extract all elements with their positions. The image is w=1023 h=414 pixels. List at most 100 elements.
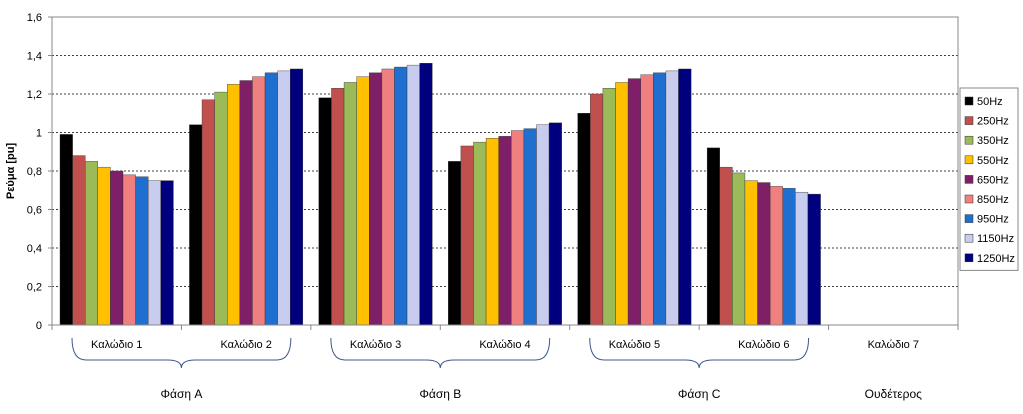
- y-axis-label: Ρεύμα [pu]: [5, 143, 17, 200]
- legend-label: 850Hz: [977, 194, 1009, 206]
- legend-label: 250Hz: [977, 116, 1009, 128]
- legend-swatch: [964, 233, 974, 243]
- bar-550Hz-3: [356, 76, 370, 326]
- bar-350Hz-6: [732, 172, 746, 326]
- bars: [59, 63, 821, 326]
- bar-350Hz-2: [214, 91, 228, 326]
- bar-1250Hz-4: [548, 122, 562, 326]
- legend-label: 550Hz: [977, 155, 1009, 167]
- legend-swatch: [964, 253, 974, 263]
- bar-650Hz-2: [239, 80, 253, 326]
- legend-label: 50Hz: [977, 96, 1003, 108]
- group-brace: [330, 337, 551, 369]
- category-label: Καλώδιο 7: [868, 339, 919, 351]
- bar-650Hz-4: [498, 136, 512, 326]
- bar-1150Hz-6: [795, 191, 809, 326]
- bar-850Hz-3: [381, 68, 395, 326]
- legend-swatch: [964, 96, 974, 106]
- bar-550Hz-1: [97, 166, 111, 326]
- bar-850Hz-6: [769, 186, 783, 326]
- bar-50Hz-5: [577, 113, 591, 326]
- y-tick-label: 0,6: [27, 205, 42, 217]
- category-labels: Καλώδιο 1 Καλώδιο 2 Καλώδιο 3 Καλώδιο 4 Καλώ…: [91, 339, 919, 351]
- y-tick-label: 1,6: [27, 12, 42, 24]
- bar-950Hz-6: [782, 188, 796, 326]
- legend-label: 1250Hz: [977, 253, 1015, 265]
- bar-1150Hz-1: [147, 180, 161, 326]
- bar-850Hz-4: [511, 130, 525, 326]
- legend-swatch: [964, 214, 974, 223]
- bar-1150Hz-3: [406, 64, 420, 326]
- bar-950Hz-4: [523, 128, 537, 326]
- bar-650Hz-3: [369, 72, 383, 326]
- bar-1250Hz-6: [807, 193, 821, 326]
- y-tick-label: 0,2: [27, 282, 42, 294]
- group-label: Φάση A: [160, 387, 202, 401]
- bar-250Hz-2: [201, 99, 215, 326]
- legend-label: 350Hz: [977, 135, 1009, 147]
- legend-swatch: [964, 135, 974, 145]
- category-label: Καλώδιο 3: [350, 339, 401, 351]
- group-label: Ουδέτερος: [865, 387, 923, 401]
- legend-label: 650Hz: [977, 174, 1009, 186]
- bar-250Hz-5: [590, 93, 604, 326]
- bar-1250Hz-5: [678, 68, 692, 326]
- bar-1150Hz-2: [277, 70, 291, 326]
- bar-50Hz-1: [59, 134, 73, 326]
- y-tick-labels: 0 0,2 0,4 0,6 0,8 1 1,2 1,4 1,6: [27, 12, 42, 332]
- bar-250Hz-3: [331, 88, 345, 326]
- bar-550Hz-4: [485, 138, 499, 326]
- category-label: Καλώδιο 4: [479, 339, 530, 351]
- y-tick-label: 0: [36, 320, 42, 332]
- legend-swatch: [964, 155, 974, 165]
- y-tick-label: 1,4: [27, 51, 42, 63]
- group-brace: [589, 337, 810, 369]
- bar-1250Hz-2: [290, 68, 304, 326]
- category-label: Καλώδιο 6: [738, 339, 789, 351]
- bar-1150Hz-5: [665, 70, 679, 326]
- y-tick-label: 0,4: [27, 243, 42, 255]
- bar-250Hz-4: [460, 145, 474, 326]
- legend-swatch: [964, 194, 974, 204]
- bar-950Hz-3: [394, 66, 408, 326]
- group-brace: [71, 337, 292, 369]
- bar-1250Hz-3: [419, 63, 433, 326]
- bar-250Hz-1: [72, 155, 86, 326]
- bar-850Hz-2: [252, 76, 266, 326]
- bar-550Hz-5: [615, 82, 629, 326]
- bar-950Hz-5: [653, 72, 667, 326]
- y-tick-label: 1,2: [27, 89, 42, 101]
- axes: [51, 16, 959, 330]
- y-tick-label: 1: [36, 128, 42, 140]
- bar-50Hz-3: [318, 97, 332, 326]
- group-label: Φάση C: [678, 387, 721, 401]
- category-label: Καλώδιο 2: [220, 339, 271, 351]
- group-labels: Φάση A Φάση B Φάση C Ουδέτερος: [160, 387, 922, 401]
- bar-550Hz-2: [227, 84, 241, 326]
- bar-250Hz-6: [719, 166, 733, 326]
- legend-swatch: [964, 116, 974, 125]
- bar-650Hz-5: [627, 78, 641, 326]
- y-tick-label: 0,8: [27, 166, 42, 178]
- bar-50Hz-6: [706, 147, 720, 326]
- bar-350Hz-4: [473, 141, 487, 326]
- bar-1150Hz-4: [536, 124, 550, 326]
- bar-50Hz-2: [189, 124, 203, 326]
- category-label: Καλώδιο 5: [609, 339, 660, 351]
- plot-frame: [51, 16, 959, 326]
- bar-650Hz-6: [757, 182, 771, 326]
- category-label: Καλώδιο 1: [91, 339, 142, 351]
- bar-350Hz-1: [84, 161, 98, 326]
- bar-950Hz-1: [135, 176, 149, 326]
- group-braces: [71, 337, 810, 369]
- bar-50Hz-4: [448, 161, 462, 326]
- legend: 50Hz 250Hz 350Hz 550Hz 650Hz 850Hz 950Hz 1150Hz…: [959, 87, 1019, 271]
- bar-1250Hz-1: [160, 180, 174, 326]
- bar-350Hz-3: [343, 82, 357, 326]
- legend-label: 1150Hz: [977, 233, 1014, 245]
- bar-850Hz-1: [122, 174, 136, 326]
- bar-950Hz-2: [264, 72, 278, 326]
- bar-350Hz-5: [602, 88, 616, 326]
- bar-650Hz-1: [110, 170, 124, 326]
